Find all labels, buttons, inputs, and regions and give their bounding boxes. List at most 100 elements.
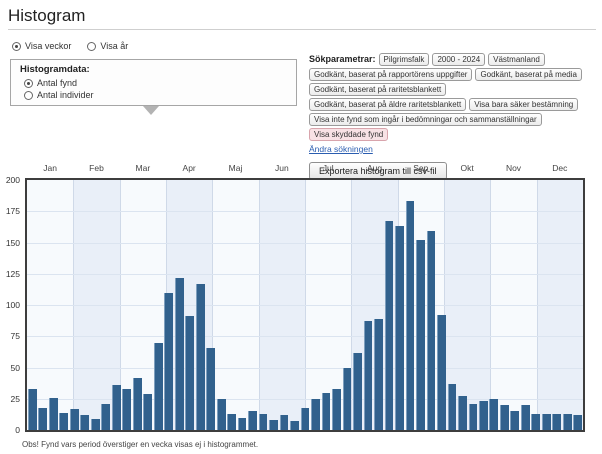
- histogram-bar[interactable]: [405, 201, 415, 430]
- histogram-bar[interactable]: [374, 318, 383, 430]
- histogram-bar[interactable]: [185, 316, 195, 430]
- histogram-bar[interactable]: [48, 397, 58, 430]
- y-gridline: [27, 398, 583, 400]
- radio-icon: [12, 41, 21, 51]
- histogram-bar[interactable]: [510, 411, 520, 430]
- filter-tag[interactable]: Västmanland: [488, 53, 545, 66]
- param-row: Sökparametrar: Pilgrimsfalk 2000 - 2024 Väs…: [309, 53, 602, 66]
- histogram-bar[interactable]: [101, 403, 111, 430]
- histogram-bar[interactable]: [248, 411, 257, 430]
- box-pointer-icon: [143, 106, 159, 115]
- filter-tag[interactable]: Visa skyddade fynd: [309, 128, 389, 141]
- histogram-bar[interactable]: [132, 377, 142, 430]
- filter-tag[interactable]: Godkänt, baserat på raritetsblankett: [309, 83, 447, 96]
- histogram-bar[interactable]: [174, 277, 184, 430]
- filter-tag[interactable]: Visa bara säker bestämning: [469, 98, 579, 111]
- filter-tag[interactable]: 2000 - 2024: [432, 53, 486, 66]
- histogram-bar[interactable]: [69, 408, 79, 430]
- view-option-label: Visa år: [100, 41, 129, 51]
- filter-tag[interactable]: Godkänt, baserat på äldre raritetsblanke…: [309, 98, 467, 111]
- search-params-label: Sökparametrar:: [309, 54, 376, 64]
- param-row: Visa skyddade fynd: [309, 128, 602, 141]
- histogram-bar[interactable]: [311, 398, 320, 430]
- histogram-bar[interactable]: [342, 367, 352, 430]
- view-toggle: Visa veckor Visa år: [12, 41, 128, 51]
- histogram-bar[interactable]: [468, 403, 478, 430]
- view-option-label: Visa veckor: [25, 41, 72, 51]
- histogram-bar[interactable]: [447, 383, 457, 430]
- histogram-bar[interactable]: [237, 417, 247, 430]
- y-gridline: [27, 305, 583, 306]
- histogram-bar[interactable]: [38, 407, 48, 430]
- histogram-bar[interactable]: [143, 393, 153, 430]
- y-axis-label: 175: [5, 206, 20, 217]
- histogram-plot: [25, 178, 585, 432]
- param-row: Godkänt, baserat på raritetsblankett: [309, 83, 602, 96]
- param-row: Visa inte fynd som ingår i bedömningar o…: [309, 113, 602, 126]
- histogram-bar[interactable]: [153, 342, 163, 430]
- histogramdata-option-antal-fynd[interactable]: Antal fynd: [24, 78, 287, 88]
- histogram-bar[interactable]: [426, 231, 436, 430]
- histogram-bar[interactable]: [562, 413, 572, 430]
- histogram-bar[interactable]: [164, 292, 174, 430]
- histogram-bar[interactable]: [227, 413, 236, 430]
- histogram-bar[interactable]: [206, 347, 216, 430]
- month-label: Jul: [322, 163, 334, 173]
- histogram-bar[interactable]: [416, 240, 425, 430]
- histogram-bar[interactable]: [111, 385, 121, 430]
- histogram-bar[interactable]: [499, 405, 509, 430]
- change-search-link[interactable]: Ändra sökningen: [309, 144, 373, 154]
- histogram-bar[interactable]: [478, 401, 488, 430]
- histogram-bar[interactable]: [531, 413, 541, 430]
- view-option-visa-veckor[interactable]: Visa veckor: [12, 41, 71, 51]
- filter-tag[interactable]: Godkänt, baserat på media: [475, 68, 582, 81]
- month-label: Nov: [505, 163, 522, 173]
- histogram-bar[interactable]: [59, 412, 69, 430]
- histogram-bar[interactable]: [279, 415, 289, 430]
- page-title: Histogram: [8, 6, 86, 25]
- histogramdata-box: Histogramdata: Antal fynd Antal individer: [10, 59, 297, 106]
- histogram-bar[interactable]: [552, 413, 562, 430]
- histogram-bar[interactable]: [520, 405, 530, 430]
- histogramdata-label: Histogramdata:: [20, 64, 90, 75]
- param-row: Godkänt, baserat på äldre raritetsblanke…: [309, 98, 602, 111]
- histogram-bar[interactable]: [363, 321, 373, 430]
- histogram-bar[interactable]: [384, 221, 394, 430]
- radio-icon: [24, 78, 33, 88]
- histogram-bar[interactable]: [321, 392, 331, 430]
- histogram-bar[interactable]: [489, 398, 499, 430]
- param-row: Godkänt, baserat på rapportörens uppgift…: [309, 68, 602, 81]
- histogram-bar[interactable]: [395, 226, 404, 430]
- y-axis-label: 150: [5, 237, 20, 248]
- filter-tag[interactable]: Godkänt, baserat på rapportörens uppgift…: [309, 68, 473, 81]
- filter-tag[interactable]: Pilgrimsfalk: [378, 53, 430, 66]
- month-label: Feb: [89, 163, 104, 173]
- month-label: Mar: [135, 163, 151, 173]
- histogram-bar[interactable]: [27, 388, 37, 430]
- histogram-bar[interactable]: [258, 413, 268, 430]
- histogram-bar[interactable]: [353, 352, 362, 430]
- histogram-bar[interactable]: [437, 315, 446, 430]
- histogram-bar[interactable]: [573, 415, 583, 430]
- y-axis-label: 75: [10, 331, 20, 342]
- histogram-bar[interactable]: [541, 413, 551, 430]
- histogram-bar[interactable]: [290, 421, 299, 430]
- y-axis-label: 200: [5, 175, 20, 185]
- histogramdata-option-antal-individer[interactable]: Antal individer: [24, 90, 287, 100]
- histogram-bar[interactable]: [269, 420, 278, 430]
- month-label: Jan: [43, 163, 58, 173]
- month-label: Aug: [366, 163, 383, 173]
- view-option-visa-r[interactable]: Visa år: [87, 41, 128, 51]
- histogram-bar[interactable]: [122, 388, 132, 430]
- histogram-bar[interactable]: [216, 398, 226, 430]
- histogram-bar[interactable]: [90, 418, 100, 430]
- histogram-bar[interactable]: [332, 388, 341, 430]
- histogram-bar[interactable]: [300, 407, 310, 430]
- histogramdata-option-label: Antal fynd: [37, 78, 78, 88]
- histogram-bar[interactable]: [80, 415, 90, 430]
- histogram-bar[interactable]: [458, 396, 467, 430]
- filter-tag[interactable]: Visa inte fynd som ingår i bedömningar o…: [309, 113, 542, 126]
- histogram-bar[interactable]: [195, 283, 205, 430]
- month-label: Maj: [228, 163, 243, 173]
- month-label: Jun: [274, 163, 289, 173]
